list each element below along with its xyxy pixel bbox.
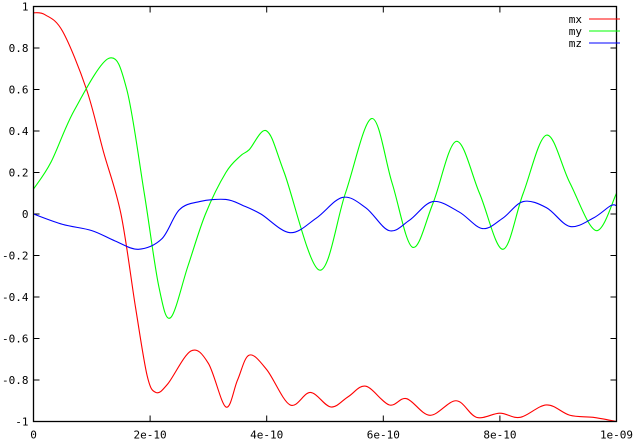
x-tick-label: 4e-10	[250, 429, 283, 442]
y-tick-label: 0.6	[9, 84, 29, 97]
y-tick-label: -1	[15, 416, 28, 429]
y-tick-label: 0.4	[9, 125, 29, 138]
y-tick-label: 0.8	[9, 42, 29, 55]
x-tick-label: 2e-10	[134, 429, 167, 442]
x-tick-label: 0	[30, 429, 37, 442]
x-tick-label: 1e-09	[600, 429, 633, 442]
series-lines	[33, 12, 617, 423]
y-tick-label: 1	[22, 1, 29, 14]
y-tick-label: -0.2	[2, 250, 29, 263]
series-line-mx	[33, 12, 617, 423]
y-tick-label: -0.4	[2, 291, 29, 304]
y-tick-label: 0	[22, 208, 29, 221]
y-tick-label: -0.6	[2, 333, 29, 346]
y-tick-label: -0.8	[2, 374, 29, 387]
series-line-mz	[33, 196, 617, 250]
y-tick-label: 0.2	[9, 167, 29, 180]
legend-label: mz	[569, 37, 582, 50]
x-tick-label: 8e-10	[483, 429, 516, 442]
legend-label: my	[569, 25, 583, 38]
x-tick-label: 6e-10	[367, 429, 400, 442]
plot-border	[32, 5, 618, 423]
legend-label: mx	[569, 13, 583, 26]
series-line-my	[33, 57, 617, 319]
